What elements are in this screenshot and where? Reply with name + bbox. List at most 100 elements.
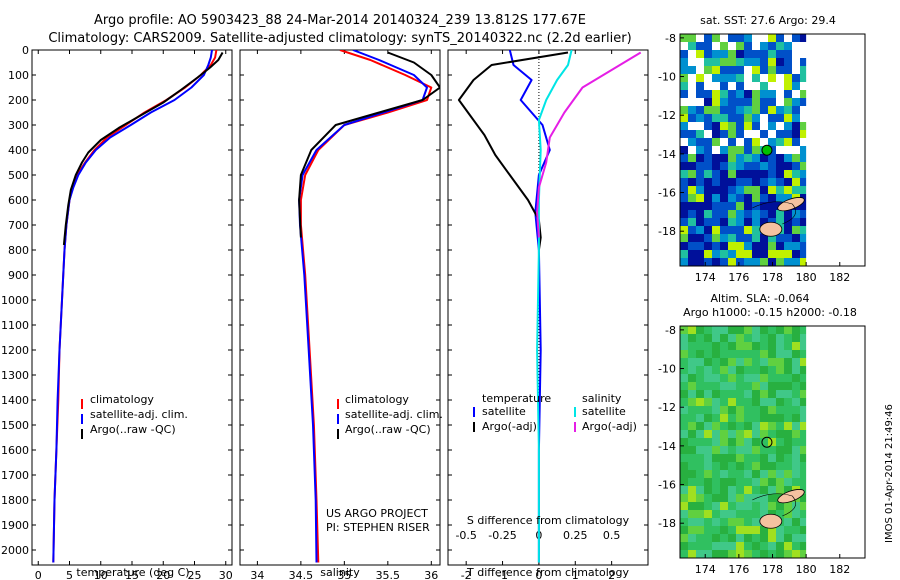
map-cell [792, 390, 801, 399]
map-cell [680, 478, 689, 487]
map-x-tick-label: 178 [762, 271, 783, 284]
map-cell [680, 390, 689, 399]
y-tick-label: 1800 [1, 494, 29, 507]
map-cell [704, 550, 713, 558]
x-tick-label: 34 [250, 569, 264, 580]
map-cell [680, 34, 689, 43]
map-cell [680, 342, 689, 351]
map-cell [680, 90, 689, 99]
y-tick-label: 1400 [1, 394, 29, 407]
map-cell [704, 534, 713, 543]
map-cell [752, 234, 761, 243]
map-cell [728, 510, 737, 519]
map-cell [688, 50, 697, 59]
map-cell [704, 494, 713, 503]
map-cell [696, 162, 705, 171]
map-cell [736, 398, 745, 407]
map-cell [712, 218, 721, 227]
map-cell [704, 382, 713, 391]
map-cell [704, 334, 713, 343]
map-cell [688, 162, 697, 171]
map-cell [784, 186, 793, 195]
map-cell [784, 58, 793, 67]
map-cell [696, 178, 705, 187]
map-cell [784, 342, 793, 351]
map-cell [680, 502, 689, 511]
map-cell [776, 422, 785, 431]
map-cell [720, 210, 729, 219]
map-cell [728, 202, 737, 211]
map-cell [760, 218, 769, 227]
map-cell [800, 226, 809, 235]
map-cell [680, 98, 689, 107]
map-cell [696, 74, 705, 83]
legend-label-t-argo: Argo(-adj) [482, 420, 537, 433]
map-cell [712, 366, 721, 375]
map-cell [720, 550, 729, 558]
map-cell [720, 74, 729, 83]
map-cell [720, 502, 729, 511]
map-cell [696, 406, 705, 415]
map-cell [744, 42, 753, 51]
map-cell [760, 50, 769, 59]
map-cell [688, 58, 697, 67]
map-cell [800, 470, 809, 479]
map-cell [792, 446, 801, 455]
map-cell [712, 334, 721, 343]
map-cell [728, 526, 737, 535]
map-cell [728, 398, 737, 407]
map-cell [776, 550, 785, 558]
x-tick-label: 10 [94, 569, 108, 580]
y-tick-label: 700 [8, 219, 29, 232]
map-cell [712, 210, 721, 219]
map-cell [704, 526, 713, 535]
map-cell [760, 58, 769, 67]
map-cell [712, 162, 721, 171]
map-cell [784, 454, 793, 463]
map-cell [680, 258, 689, 266]
map-cell [752, 438, 761, 447]
map-cell [720, 194, 729, 203]
map-cell [704, 366, 713, 375]
map-cell [760, 122, 769, 131]
map-cell [752, 186, 761, 195]
map-cell [696, 82, 705, 91]
map-cell [712, 494, 721, 503]
difference-series [457, 50, 642, 563]
map-cell [792, 510, 801, 519]
y-tick-label: 900 [8, 269, 29, 282]
map-cell [720, 366, 729, 375]
map-cell [720, 374, 729, 383]
s-tick-label: -0.25 [488, 529, 516, 542]
map-cell [712, 58, 721, 67]
map-cell [784, 74, 793, 83]
map-cell [696, 154, 705, 163]
map-cell [720, 414, 729, 423]
map-cell [712, 550, 721, 558]
map-cell [720, 438, 729, 447]
map-cell [736, 382, 745, 391]
map-cell [680, 226, 689, 235]
map-cell [688, 398, 697, 407]
map-cell [760, 334, 769, 343]
map-cell [792, 334, 801, 343]
map-cell [728, 154, 737, 163]
map-cell [680, 202, 689, 211]
map-cell [720, 526, 729, 535]
map-cell [752, 550, 761, 558]
salinity-xlabel: salinity [320, 566, 360, 579]
map-cell [680, 170, 689, 179]
salinity-legend: climatology satellite-adj. clim. Argo(..… [326, 393, 443, 534]
map-cell [680, 50, 689, 59]
pi-annotation: PI: STEPHEN RISER [326, 521, 430, 534]
map-cell [680, 382, 689, 391]
map-cell [776, 234, 785, 243]
map-cell [704, 446, 713, 455]
map-cell [792, 50, 801, 59]
map-cell [792, 454, 801, 463]
map-cell [720, 494, 729, 503]
map-cell [704, 430, 713, 439]
map-cell [680, 122, 689, 131]
map-cell [744, 82, 753, 91]
map-cell [688, 406, 697, 415]
